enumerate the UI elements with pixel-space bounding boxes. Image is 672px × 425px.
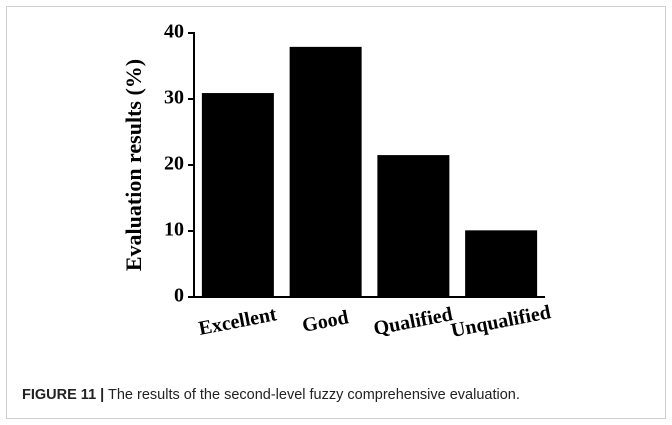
caption-label: FIGURE 11 | — [22, 387, 104, 403]
y-tick-label: 20 — [164, 153, 184, 175]
caption-text: The results of the second-level fuzzy co… — [108, 387, 520, 403]
y-tick-label: 30 — [164, 87, 184, 109]
y-tick-label: 10 — [164, 219, 184, 241]
y-axis-label: Evaluation results (%) — [121, 59, 146, 271]
y-tick-label: 40 — [164, 21, 184, 43]
bar — [465, 230, 538, 297]
y-tick-label: 0 — [174, 285, 184, 307]
bar — [201, 93, 274, 297]
bar — [377, 155, 450, 297]
caption: FIGURE 11 | The results of the second-le… — [22, 387, 520, 403]
bar — [289, 46, 362, 297]
